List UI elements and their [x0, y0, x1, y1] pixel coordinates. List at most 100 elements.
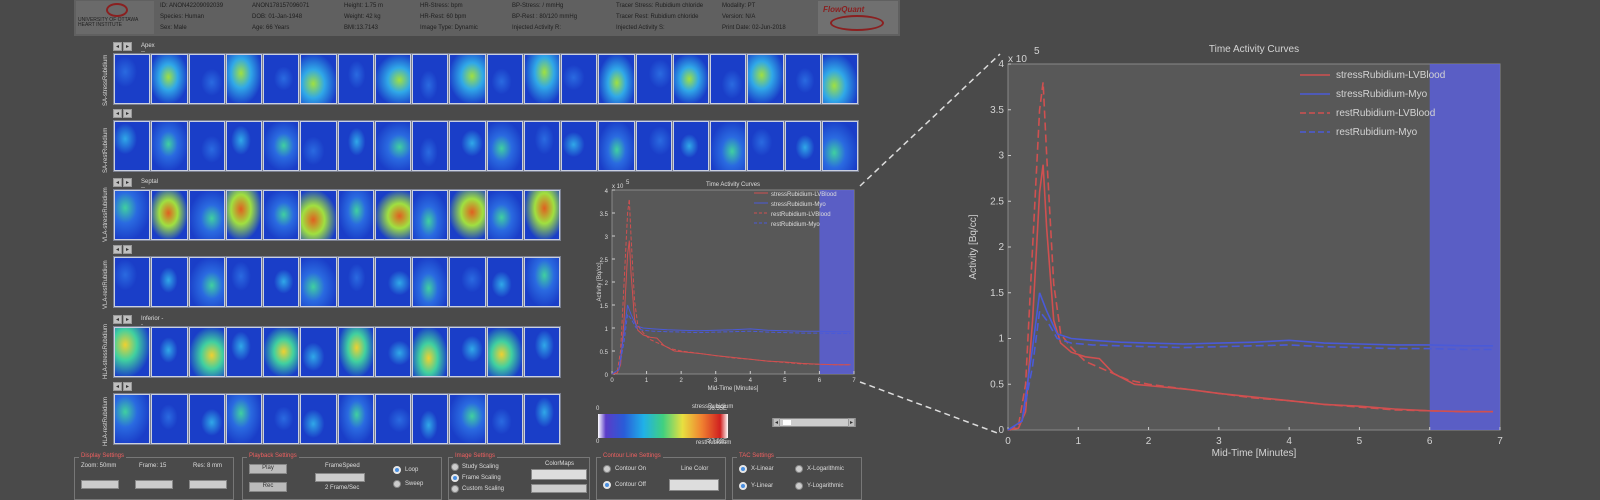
image-tile[interactable]	[188, 54, 225, 104]
image-tile[interactable]	[784, 54, 821, 104]
row-prev-button[interactable]: ◂	[113, 42, 122, 51]
image-tile[interactable]	[561, 121, 598, 171]
image-tile[interactable]	[114, 190, 151, 240]
image-tile[interactable]	[374, 121, 411, 171]
row-next-button[interactable]: ▸	[123, 245, 132, 254]
image-tile[interactable]	[486, 257, 523, 307]
res-stepper[interactable]	[189, 480, 227, 489]
image-tile[interactable]	[263, 257, 300, 307]
image-tile[interactable]	[114, 121, 151, 171]
image-tile[interactable]	[151, 121, 188, 171]
contour-on-radio[interactable]	[603, 465, 611, 473]
image-tile[interactable]	[598, 54, 635, 104]
image-tile[interactable]	[225, 190, 262, 240]
image-tile[interactable]	[412, 257, 449, 307]
image-tile[interactable]	[449, 257, 486, 307]
image-tile[interactable]	[784, 121, 821, 171]
image-tile[interactable]	[449, 327, 486, 377]
image-tile[interactable]	[188, 394, 225, 444]
x-log-radio[interactable]	[795, 465, 803, 473]
image-tile[interactable]	[523, 190, 560, 240]
image-tile[interactable]	[523, 257, 560, 307]
image-tile[interactable]	[486, 121, 523, 171]
image-tile[interactable]	[151, 327, 188, 377]
image-tile[interactable]	[523, 54, 560, 104]
image-tile[interactable]	[263, 190, 300, 240]
row-prev-button[interactable]: ◂	[113, 382, 122, 391]
image-tile[interactable]	[561, 54, 598, 104]
row-prev-button[interactable]: ◂	[113, 109, 122, 118]
line-color-select[interactable]	[669, 479, 719, 491]
image-tile[interactable]	[821, 121, 858, 171]
image-tile[interactable]	[188, 257, 225, 307]
image-tile[interactable]	[449, 121, 486, 171]
image-tile[interactable]	[635, 121, 672, 171]
image-tile[interactable]	[449, 394, 486, 444]
image-tile[interactable]	[374, 190, 411, 240]
image-tile[interactable]	[225, 257, 262, 307]
image-tile[interactable]	[523, 121, 560, 171]
image-tile[interactable]	[300, 190, 337, 240]
zoom-stepper[interactable]	[81, 480, 119, 489]
slider-right-button[interactable]: ▸	[848, 418, 855, 427]
image-tile[interactable]	[263, 394, 300, 444]
frame-stepper[interactable]	[135, 480, 173, 489]
image-tile[interactable]	[412, 394, 449, 444]
image-tile[interactable]	[300, 394, 337, 444]
image-tile[interactable]	[114, 394, 151, 444]
image-tile[interactable]	[449, 54, 486, 104]
image-tile[interactable]	[300, 54, 337, 104]
image-tile[interactable]	[151, 394, 188, 444]
image-tile[interactable]	[263, 121, 300, 171]
image-tile[interactable]	[672, 54, 709, 104]
image-tile[interactable]	[449, 190, 486, 240]
row-next-button[interactable]: ▸	[123, 178, 132, 187]
colormaps-field[interactable]	[531, 484, 587, 493]
image-tile[interactable]	[300, 327, 337, 377]
image-tile[interactable]	[710, 54, 747, 104]
image-tile[interactable]	[635, 54, 672, 104]
image-tile[interactable]	[151, 190, 188, 240]
image-tile[interactable]	[263, 327, 300, 377]
image-tile[interactable]	[337, 54, 374, 104]
image-tile[interactable]	[337, 190, 374, 240]
row-prev-button[interactable]: ◂	[113, 315, 122, 324]
image-tile[interactable]	[374, 54, 411, 104]
row-next-button[interactable]: ▸	[123, 42, 132, 51]
image-tile[interactable]	[225, 394, 262, 444]
image-tile[interactable]	[188, 190, 225, 240]
image-tile[interactable]	[374, 257, 411, 307]
image-tile[interactable]	[598, 121, 635, 171]
loop-radio[interactable]	[393, 466, 401, 474]
image-tile[interactable]	[374, 327, 411, 377]
y-linear-radio[interactable]	[739, 482, 747, 490]
image-tile[interactable]	[300, 121, 337, 171]
image-tile[interactable]	[486, 54, 523, 104]
frame-slider[interactable]: ◂ ▸	[772, 418, 856, 427]
image-tile[interactable]	[337, 394, 374, 444]
row-next-button[interactable]: ▸	[123, 315, 132, 324]
image-tile[interactable]	[747, 54, 784, 104]
image-tile[interactable]	[337, 257, 374, 307]
image-tile[interactable]	[263, 54, 300, 104]
row-next-button[interactable]: ▸	[123, 382, 132, 391]
study-scaling-radio[interactable]	[451, 463, 459, 471]
row-next-button[interactable]: ▸	[123, 109, 132, 118]
image-tile[interactable]	[523, 394, 560, 444]
image-tile[interactable]	[412, 54, 449, 104]
image-tile[interactable]	[114, 257, 151, 307]
image-tile[interactable]	[412, 327, 449, 377]
image-tile[interactable]	[374, 394, 411, 444]
image-tile[interactable]	[225, 327, 262, 377]
play-button[interactable]: Play	[249, 464, 287, 474]
image-tile[interactable]	[747, 121, 784, 171]
image-tile[interactable]	[151, 257, 188, 307]
rec-button[interactable]: Rec	[249, 482, 287, 492]
image-tile[interactable]	[188, 121, 225, 171]
image-tile[interactable]	[523, 327, 560, 377]
image-tile[interactable]	[412, 121, 449, 171]
image-tile[interactable]	[151, 54, 188, 104]
row-prev-button[interactable]: ◂	[113, 245, 122, 254]
image-tile[interactable]	[486, 327, 523, 377]
image-tile[interactable]	[114, 54, 151, 104]
